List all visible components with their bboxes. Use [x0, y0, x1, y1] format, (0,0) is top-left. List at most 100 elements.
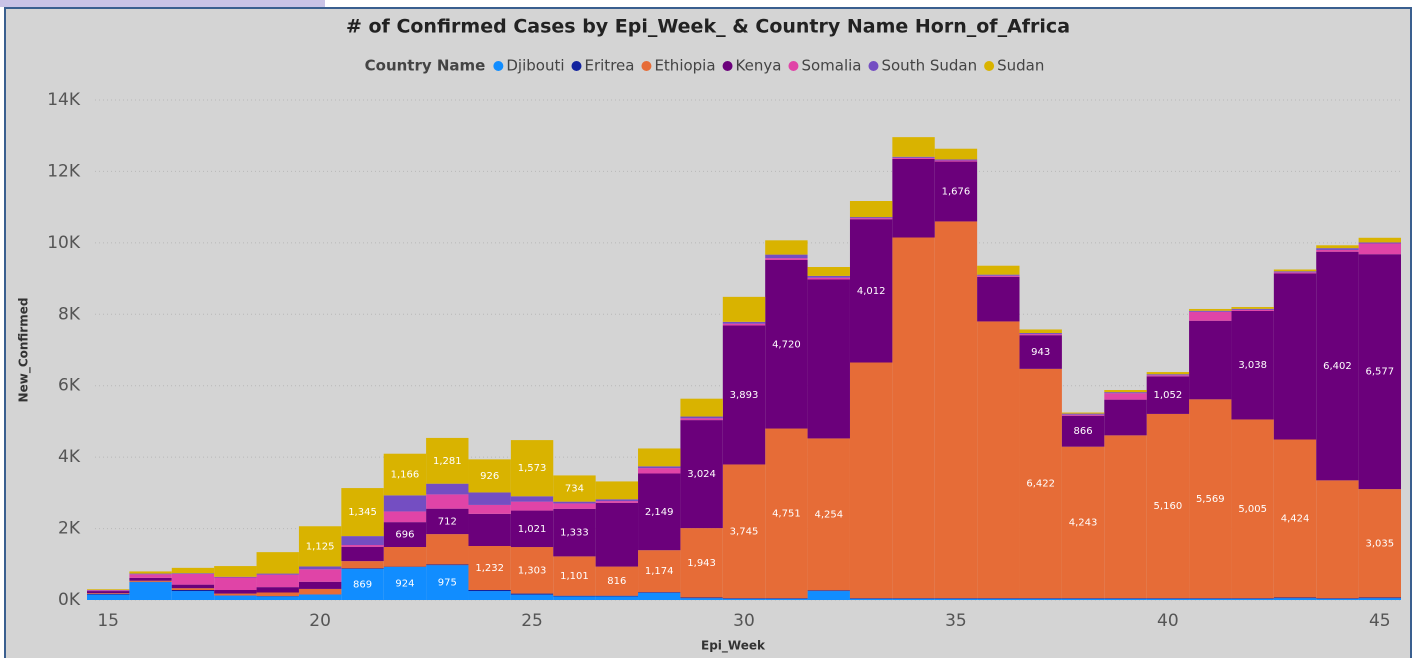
bar-segment — [426, 494, 469, 509]
bar-segment — [722, 325, 766, 465]
bar-segment — [595, 566, 639, 596]
bar-segment — [977, 275, 1020, 277]
bar-segment — [1273, 269, 1317, 272]
x-tick-label: 45 — [1369, 611, 1391, 631]
data-label: 734 — [565, 484, 584, 495]
bar-segment — [256, 587, 299, 593]
bar-segment — [1019, 368, 1062, 599]
bar-segment — [298, 566, 342, 570]
data-label: 4,751 — [772, 508, 801, 519]
bar-segment — [468, 492, 511, 505]
bar-segment — [256, 596, 299, 600]
bar-segment — [341, 545, 384, 547]
x-tick-label: 15 — [97, 611, 119, 631]
bar-segment — [595, 595, 639, 597]
bar-segment — [341, 568, 384, 569]
y-tick-label: 6K — [58, 376, 81, 396]
bar-segment — [256, 592, 299, 597]
bar-segment — [849, 217, 893, 219]
bar-segment — [553, 501, 596, 504]
bar-segment — [934, 161, 978, 222]
bar-segment — [510, 593, 554, 595]
legend-marker — [641, 61, 652, 71]
legend-marker — [788, 61, 799, 71]
bar-segment — [383, 495, 427, 512]
bar-segment — [553, 508, 596, 557]
bar-segment — [765, 598, 808, 600]
bar-segment — [468, 591, 511, 600]
bar-segment — [638, 592, 681, 593]
bar-segment — [1273, 272, 1317, 274]
bar-segment — [680, 398, 723, 417]
legend-marker — [722, 61, 733, 71]
bar-segment — [1231, 598, 1274, 599]
bar-segment — [1316, 249, 1359, 252]
chart-title: # of Confirmed Cases by Epi_Week_ & Coun… — [346, 16, 1070, 38]
bar-segment — [341, 536, 384, 546]
bar-segment — [298, 526, 342, 567]
bar-segment — [765, 240, 808, 255]
bar-segment — [765, 258, 808, 260]
legend-label: Sudan — [997, 57, 1044, 75]
bar-segment — [87, 590, 130, 592]
bar-segment — [934, 221, 978, 599]
bar-segment — [1146, 598, 1190, 599]
bar-segment — [171, 584, 215, 589]
bar-segment — [1316, 251, 1359, 481]
y-tick-label: 0K — [58, 590, 81, 610]
y-tick-label: 14K — [47, 90, 81, 110]
bar-segment — [341, 568, 384, 600]
bar-segment — [171, 573, 215, 574]
bar-segment — [1189, 320, 1232, 400]
data-label: 3,024 — [687, 469, 716, 480]
data-label: 5,160 — [1154, 501, 1183, 512]
bar-segment — [1358, 254, 1401, 490]
bar-segment — [1273, 597, 1317, 599]
bar-segment — [214, 595, 257, 600]
bar-segment — [849, 598, 893, 600]
bar-segment — [1189, 311, 1232, 321]
data-label: 1,232 — [475, 563, 504, 574]
data-label: 866 — [1074, 426, 1093, 437]
bar-segment — [1019, 333, 1062, 335]
bar-segment — [1019, 334, 1062, 336]
data-label: 1,052 — [1154, 390, 1183, 401]
bar-segment — [510, 501, 554, 511]
data-label: 1,943 — [687, 558, 716, 569]
bar-segment — [214, 566, 257, 577]
bar-segment — [468, 546, 511, 590]
y-tick-label: 4K — [58, 447, 81, 467]
x-tick-label: 35 — [945, 611, 967, 631]
bar-segment — [722, 598, 766, 599]
x-axis-label: Epi_Week — [701, 639, 766, 654]
tab — [0, 0, 325, 7]
bar-segment — [807, 590, 850, 592]
bar-segment — [1061, 446, 1105, 599]
bar-segment — [722, 598, 766, 600]
data-label: 4,012 — [857, 286, 886, 297]
bar-segment — [341, 546, 384, 562]
data-label: 816 — [607, 576, 626, 587]
bar-segment — [426, 564, 469, 566]
bar-segment — [1061, 413, 1105, 415]
data-label: 1,166 — [391, 470, 420, 481]
bar-segment — [298, 588, 342, 595]
bar-segment — [849, 201, 893, 218]
bar-segment — [680, 416, 723, 419]
bar-segment — [1231, 310, 1274, 420]
bar-segment — [214, 577, 257, 590]
data-label: 1,125 — [306, 541, 335, 552]
bar-segment — [214, 593, 257, 596]
data-label: 4,243 — [1069, 517, 1098, 528]
bar-segment — [807, 275, 850, 278]
bar-segment — [680, 597, 723, 599]
bar-segment — [510, 594, 554, 600]
x-tick-label: 20 — [309, 611, 331, 631]
bar-segment — [1019, 598, 1062, 600]
bar-segment — [892, 157, 935, 159]
bar-segment — [1189, 598, 1232, 599]
bar-segment — [553, 503, 596, 509]
legend-marker — [493, 61, 504, 71]
bar-segment — [129, 573, 172, 575]
